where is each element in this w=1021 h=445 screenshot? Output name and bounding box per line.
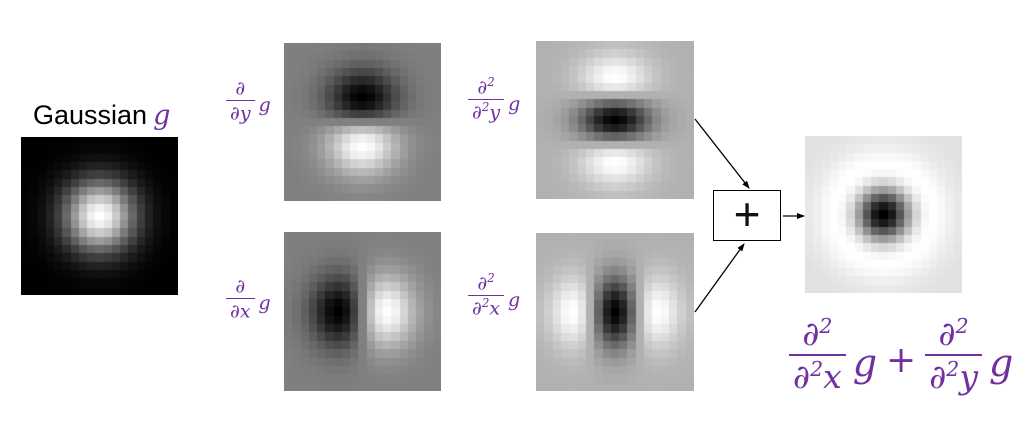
d2x-fraction: ∂2 ∂2x [468, 271, 505, 320]
d2x-label: ∂2 ∂2x g [468, 271, 520, 320]
formula-plus-sign: + [886, 339, 917, 381]
d2x-operand: g [508, 289, 521, 312]
sum-box: + [713, 190, 781, 241]
gaussian-title: Gaussian g [33, 100, 170, 131]
dx-kernel-image [284, 232, 441, 391]
gaussian-title-text: Gaussian [33, 100, 148, 130]
gaussian-symbol: g [153, 100, 171, 131]
laplacian-kernel-image [805, 136, 962, 293]
arrow-d2x-to-sum [694, 243, 745, 313]
dx-operand: g [258, 292, 271, 315]
d2y-fraction: ∂2 ∂2y [468, 75, 505, 124]
formula-term1-operand: g [852, 340, 878, 385]
dx-label: ∂ ∂x g [226, 274, 271, 323]
d2y-operand: g [508, 93, 521, 116]
dy-kernel-image [284, 43, 441, 201]
formula-term2-operand: g [988, 340, 1014, 385]
dy-label: ∂ ∂y g [226, 76, 271, 125]
arrow-d2y-to-sum [694, 118, 750, 189]
d2y-label: ∂2 ∂2y g [468, 75, 520, 124]
dy-operand: g [258, 94, 271, 117]
gaussian-kernel-image [21, 137, 178, 295]
dy-fraction: ∂ ∂y [226, 76, 255, 125]
d2y-kernel-image [536, 41, 694, 199]
formula-term1-fraction: ∂2 ∂2x [789, 313, 846, 398]
laplacian-formula: ∂2 ∂2x g + ∂2 ∂2y g [789, 313, 1013, 398]
formula-term2-fraction: ∂2 ∂2y [925, 313, 982, 398]
plus-operator-icon: + [733, 187, 761, 240]
dx-fraction: ∂ ∂x [226, 274, 255, 323]
d2x-kernel-image [536, 233, 694, 391]
